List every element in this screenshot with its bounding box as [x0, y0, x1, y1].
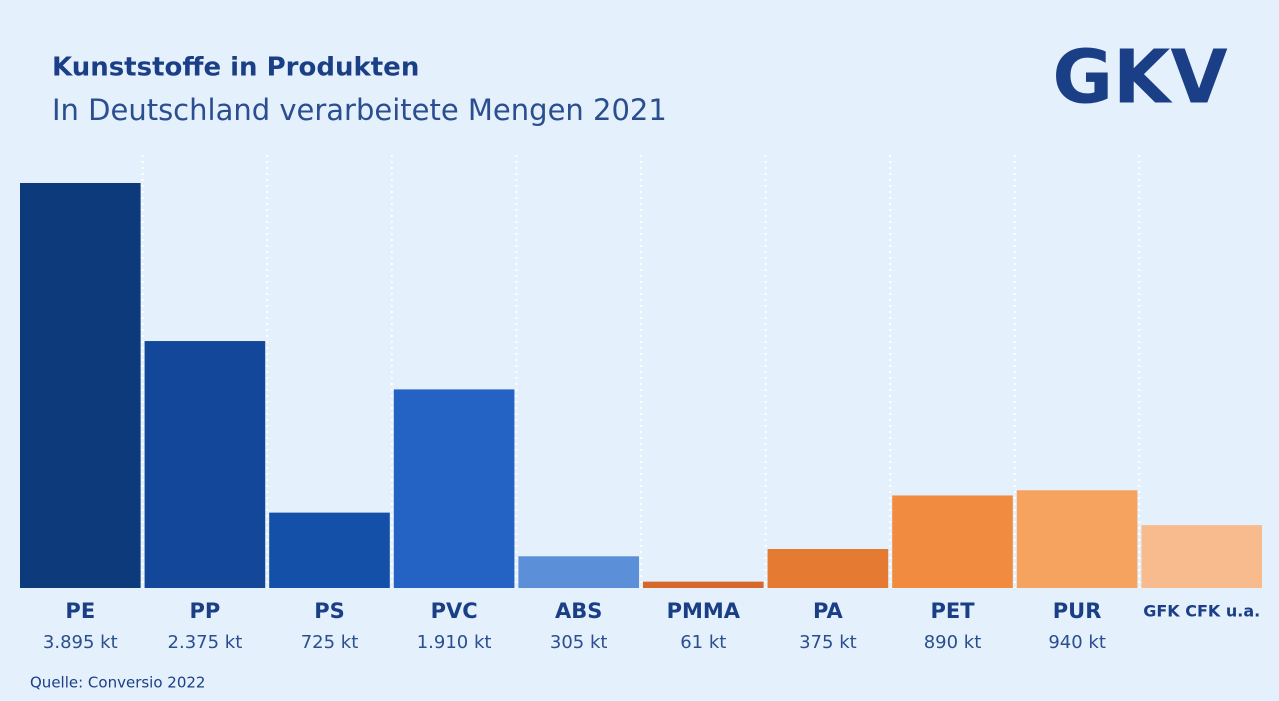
bar	[20, 183, 141, 588]
category-label: PVC	[431, 599, 478, 623]
bar	[518, 556, 639, 588]
category-label: PUR	[1053, 599, 1102, 623]
value-label: 890 kt	[924, 632, 982, 653]
chart-title: Kunststoffe in Produkten	[52, 53, 419, 83]
value-label: 940 kt	[1048, 632, 1106, 653]
category-label: PE	[65, 599, 95, 623]
chart-subtitle: In Deutschland verarbeitete Mengen 2021	[52, 93, 667, 127]
logo: GKV	[1052, 35, 1227, 121]
value-label: 375 kt	[799, 632, 857, 653]
bar	[767, 549, 889, 588]
bar	[1141, 525, 1262, 588]
bar	[269, 512, 390, 588]
category-label: PMMA	[667, 599, 741, 623]
bar	[144, 341, 266, 588]
plot: PE 3.895 kt PP 2.375 kt PS 725 kt PVC 1.910 kt A…	[20, 155, 1262, 653]
value-label: 3.895 kt	[43, 632, 118, 653]
bar	[643, 581, 764, 588]
category-label: GFK CFK u.a.	[1143, 602, 1260, 621]
category-label: PP	[190, 599, 221, 623]
category-label: PA	[813, 599, 843, 623]
value-label: 725 kt	[301, 632, 359, 653]
value-label: 61 kt	[680, 632, 726, 653]
value-label: 1.910 kt	[417, 632, 492, 653]
category-label: ABS	[555, 599, 602, 623]
source: Quelle: Conversio 2022	[30, 674, 205, 692]
bar	[393, 389, 515, 588]
value-label: 2.375 kt	[168, 632, 243, 653]
category-label: PET	[930, 599, 975, 623]
bar	[892, 495, 1013, 588]
value-label: 305 kt	[550, 632, 608, 653]
category-label: PS	[314, 599, 345, 623]
bar	[1016, 490, 1138, 588]
